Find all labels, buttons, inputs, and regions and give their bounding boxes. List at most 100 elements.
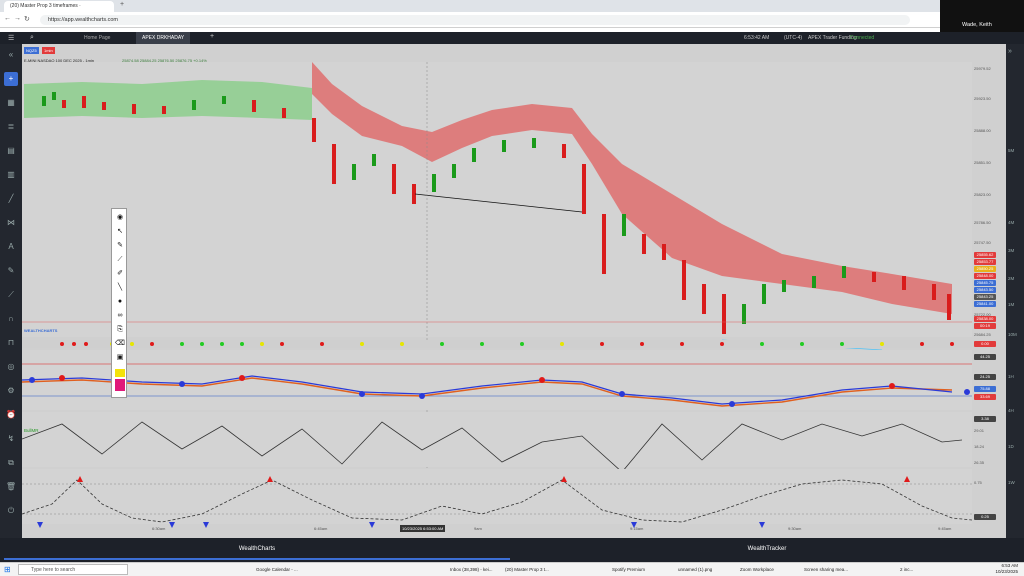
taskbar-clock[interactable]: 6:53 AM 10/23/2025 <box>974 563 1018 575</box>
cursor-icon[interactable]: ↖ <box>117 228 123 235</box>
timeframe-1h[interactable]: 1H <box>1008 374 1014 379</box>
link-icon[interactable]: ∞ <box>117 312 123 319</box>
chart-icon[interactable]: ▦ <box>7 98 15 107</box>
expand-icon[interactable]: » <box>1008 48 1012 55</box>
ruler-icon[interactable]: ⟋ <box>8 290 14 299</box>
timeframe-2m[interactable]: 2M <box>1008 276 1015 281</box>
line-tool-icon[interactable]: ╲ <box>117 284 123 291</box>
measure-icon[interactable]: ↯ <box>7 434 15 443</box>
collapse-icon[interactable]: « <box>8 50 14 59</box>
trash-icon[interactable]: 🗑 <box>5 482 17 491</box>
yellow-color-swatch[interactable] <box>115 369 125 377</box>
taskbar-item-zoom[interactable]: Zoom Workplace <box>740 567 774 572</box>
magnet-icon[interactable]: ∩ <box>8 314 14 323</box>
price-tag: 25843.25 <box>974 294 996 300</box>
price-tag: 25843.50 <box>974 287 996 293</box>
dot-icon[interactable]: ● <box>117 298 123 305</box>
delete-icon[interactable]: ⌫ <box>115 340 125 347</box>
list-icon[interactable]: ≣ <box>7 122 15 131</box>
timeframe-5m[interactable]: 5M <box>1008 148 1015 153</box>
text-icon[interactable]: A <box>8 242 14 251</box>
y-tick: 25747.50 <box>974 240 991 245</box>
indicator3-value: 33.69 <box>974 394 996 400</box>
x-tick: 9:30am <box>788 526 802 531</box>
chart-area[interactable]: NQZ5 1min E-MINI NASDAQ 100 DEC 2025 - 1… <box>22 44 1006 542</box>
eye-icon[interactable]: ◎ <box>7 362 15 371</box>
timeframe-1d[interactable]: 1D <box>1008 444 1014 449</box>
tab-title: (20) Master Prop 3 timeframes · <box>10 3 81 9</box>
forward-icon[interactable]: → <box>14 15 21 22</box>
price-tag: 25855.62 <box>974 252 996 258</box>
line-icon[interactable]: ╱ <box>8 194 14 203</box>
trading-app: ☰ ⌕ Home Page APEX DRKHADAY + 6:53:42 AM… <box>0 32 1024 562</box>
stoch-panel-bg <box>22 469 972 524</box>
oscillator-panel-bg <box>22 350 972 410</box>
timezone[interactable]: (UTC-4) <box>784 35 803 41</box>
timeframe-4h[interactable]: 4H <box>1008 408 1014 413</box>
interval-badge[interactable]: 1min <box>42 47 55 54</box>
ruler-icon[interactable]: ⟋ <box>117 256 123 263</box>
symbol-badge[interactable]: NQZ5 <box>24 47 39 54</box>
tab-home-page[interactable]: Home Page <box>84 35 111 41</box>
green-cloud <box>24 80 312 120</box>
chart-title: E-MINI NASDAQ 100 DEC 2025 - 1min <box>24 58 95 63</box>
tab-apex[interactable]: APEX DRKHADAY <box>136 32 191 44</box>
pencil-icon[interactable]: ✎ <box>117 242 123 249</box>
connection-status: Connected <box>850 35 875 41</box>
add-icon[interactable]: + <box>4 72 18 86</box>
settings-icon[interactable]: ⚙ <box>7 386 15 395</box>
layers-icon[interactable]: ⧉ <box>8 458 14 467</box>
drawing-toolbox: ◉ ↖ ✎ ⟋ ✐ ╲ ● ∞ ⎘ ⌫ ▣ <box>111 208 127 398</box>
price-tag: 25853.77 <box>974 259 996 265</box>
alert-icon[interactable]: ⏰ <box>6 410 16 419</box>
back-icon[interactable]: ← <box>4 15 11 22</box>
account-name[interactable]: APEX Trader Funding <box>808 35 857 41</box>
candles <box>42 92 951 334</box>
stoch-line <box>22 479 972 523</box>
y-tick: 25923.50 <box>974 96 991 101</box>
add-tab-icon[interactable]: + <box>210 33 215 40</box>
indicator1-value: 0.00 <box>974 341 996 347</box>
timeframe-4m[interactable]: 4M <box>1008 220 1015 225</box>
taskbar-item-chrome[interactable]: (20) Master Prop 3 t... <box>505 567 549 572</box>
taskbar-search[interactable]: Type here to search <box>18 564 128 575</box>
url-field[interactable]: https://app.wealthcharts.com <box>40 15 910 25</box>
taskbar-item-inbox[interactable]: Inbox (38,398) - kei... <box>450 567 493 572</box>
taskbar-item-spotify[interactable]: Spotify Premium <box>612 567 646 572</box>
indicator2-value: 44.25 <box>974 354 996 360</box>
marker-icon[interactable]: ✐ <box>117 270 123 277</box>
eye-icon[interactable]: ◉ <box>116 214 124 221</box>
taskbar-item-calendar[interactable]: Google Calendar - ... <box>256 567 298 572</box>
tab-wealthtracker[interactable]: WealthTracker <box>747 546 787 552</box>
tab-wealthcharts[interactable]: WealthCharts <box>4 538 510 560</box>
pattern-icon[interactable]: ⋈ <box>7 218 15 227</box>
x-tick: 6:45am <box>314 526 328 531</box>
timeframe-1w[interactable]: 1W <box>1008 480 1015 485</box>
browser-tab[interactable]: (20) Master Prop 3 timeframes · <box>4 1 114 12</box>
timeframe-1m[interactable]: 1M <box>1008 302 1015 307</box>
search-icon[interactable]: ⌕ <box>30 34 34 41</box>
webcam-name: Wade, Keith <box>962 22 992 28</box>
brush-icon[interactable]: ✎ <box>7 266 15 275</box>
grid-icon[interactable]: ▥ <box>7 170 15 179</box>
taskbar-item-screenshare[interactable]: Screen sharing mea... <box>804 567 849 572</box>
pink-color-swatch[interactable] <box>115 379 125 391</box>
camera-icon[interactable]: ▣ <box>116 354 124 361</box>
red-cloud <box>312 62 952 314</box>
crosshair-time-label: 10/23/2025 6:53:00 AM <box>400 525 446 532</box>
taskbar-item-image[interactable]: unnamed (1).png <box>678 567 713 572</box>
indicator4-value: 26.35 <box>974 460 985 465</box>
timeframe-10m[interactable]: 10M <box>1008 332 1017 337</box>
lock-icon[interactable]: ⊓ <box>7 338 15 347</box>
weather[interactable]: 2 inc... <box>900 567 914 572</box>
start-icon[interactable]: ⊞ <box>4 565 11 574</box>
refresh-icon[interactable]: ↻ <box>24 16 30 23</box>
new-tab-icon[interactable]: + <box>120 1 125 8</box>
copy-icon[interactable]: ⎘ <box>117 326 123 333</box>
signal-row-bg <box>22 340 972 348</box>
bars-icon[interactable]: ▤ <box>7 146 15 155</box>
oscillator-line-blue <box>22 375 953 405</box>
power-icon[interactable]: ⏻ <box>7 506 15 515</box>
timeframe-3m[interactable]: 3M <box>1008 248 1015 253</box>
menu-icon[interactable]: ☰ <box>8 35 15 42</box>
